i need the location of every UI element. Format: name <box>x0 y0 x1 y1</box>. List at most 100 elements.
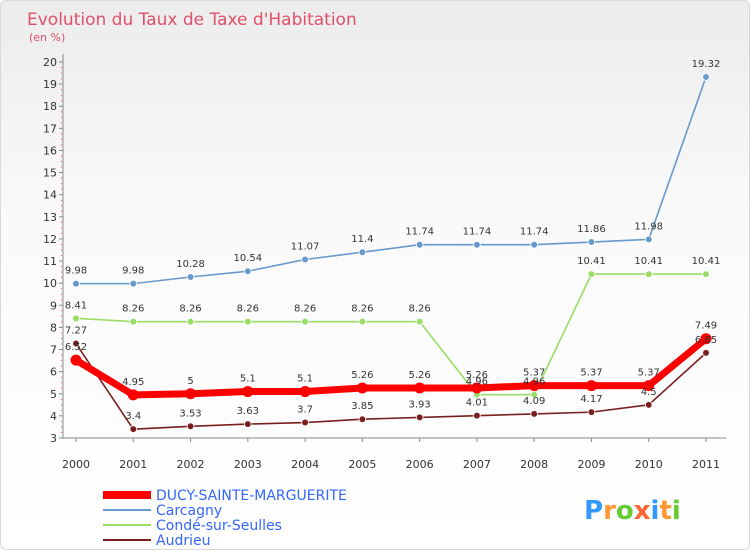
data-label: 10.41 <box>634 256 663 267</box>
logo-letter: i <box>651 496 660 526</box>
data-label: 3.85 <box>351 401 373 412</box>
proxiti-logo: Proxiti <box>584 496 681 526</box>
data-label: 9.98 <box>122 266 144 277</box>
legend-label: Audrieu <box>156 533 210 549</box>
data-point <box>644 270 653 278</box>
y-tick-label: 11 <box>43 255 57 268</box>
data-point <box>242 386 254 398</box>
data-label: 5.26 <box>351 370 373 381</box>
data-point <box>530 390 538 399</box>
data-label: 10.41 <box>692 256 721 267</box>
data-label: 8.26 <box>351 304 373 315</box>
data-point <box>587 408 596 416</box>
data-point <box>244 317 252 326</box>
data-label: 11.98 <box>634 221 663 232</box>
data-label: 3.7 <box>297 405 313 416</box>
data-label: 11.07 <box>291 242 320 253</box>
data-label: 3.53 <box>179 408 201 419</box>
data-label: 5 <box>187 376 193 387</box>
data-point <box>72 279 80 288</box>
data-label: 9.98 <box>65 266 87 277</box>
data-label: 5.37 <box>638 368 660 379</box>
y-tick-label: 20 <box>43 56 57 69</box>
data-label: 5.1 <box>297 374 313 385</box>
data-label: 6.85 <box>695 335 717 346</box>
data-point <box>358 317 367 326</box>
x-tick-label: 2004 <box>291 458 319 471</box>
data-point <box>186 422 195 431</box>
data-point <box>301 317 309 326</box>
data-label: 8.26 <box>179 304 201 315</box>
data-point <box>70 354 82 366</box>
data-label: 5.26 <box>466 370 488 381</box>
y-tick-label: 5 <box>50 388 57 401</box>
data-point <box>644 235 653 244</box>
y-tick-label: 19 <box>43 78 57 91</box>
data-point <box>415 240 424 249</box>
data-label: 8.26 <box>409 304 431 315</box>
data-point <box>356 382 368 394</box>
data-label: 4.09 <box>523 396 545 407</box>
data-label: 10.54 <box>233 253 262 264</box>
data-point <box>301 255 309 264</box>
x-tick-label: 2009 <box>577 458 605 471</box>
data-label: 8.26 <box>122 304 144 315</box>
series-line <box>75 76 707 285</box>
series-layer <box>70 73 712 433</box>
data-label: 7.27 <box>65 326 87 337</box>
x-tick-label: 2008 <box>520 458 548 471</box>
data-point <box>244 267 252 276</box>
data-point <box>585 380 597 392</box>
y-tick-label: 6 <box>50 366 57 379</box>
data-point <box>530 240 538 249</box>
logo-letter: x <box>634 496 651 526</box>
data-label: 8.41 <box>65 300 87 311</box>
data-point <box>129 425 138 433</box>
logo-letter: P <box>584 496 603 526</box>
y-tick-label: 10 <box>43 277 57 290</box>
y-tick-label: 7 <box>50 344 57 357</box>
data-point <box>587 238 596 246</box>
data-point <box>127 389 139 401</box>
data-label: 5.26 <box>409 370 431 381</box>
x-tick-label: 2000 <box>62 458 90 471</box>
data-label: 5.37 <box>523 368 545 379</box>
y-tick-label: 18 <box>43 100 57 113</box>
data-point <box>587 270 596 278</box>
data-point <box>415 413 424 422</box>
data-label: 10.41 <box>577 256 606 267</box>
x-tick-label: 2007 <box>463 458 491 471</box>
series-line <box>75 273 707 396</box>
legend: DUCY-SAINTE-MARGUERITECarcagnyCondé-sur-… <box>103 488 347 549</box>
logo-letter: o <box>616 496 634 526</box>
data-point <box>129 317 138 326</box>
series-line <box>75 342 707 430</box>
data-labels: 7.27 3.4 3.53 3.63 3.7 3.85 3.93 4.01 4.09 4.17 4.… <box>65 59 720 422</box>
y-tick-label: 9 <box>50 299 57 312</box>
logo-text: Proxiti <box>584 496 681 526</box>
x-tick-label: 2005 <box>348 458 376 471</box>
data-label: 19.32 <box>692 59 721 70</box>
data-label: 5.1 <box>240 374 256 385</box>
data-point <box>129 279 138 288</box>
data-label: 3.4 <box>125 411 141 422</box>
data-point <box>72 339 80 348</box>
chart-title: Evolution du Taux de Taxe d'Habitation <box>27 10 357 30</box>
data-point <box>415 317 424 326</box>
data-label: 4.96 <box>466 377 488 388</box>
data-label: 11.74 <box>463 227 492 238</box>
data-point <box>643 380 655 392</box>
x-tick-label: 2010 <box>635 458 663 471</box>
data-point <box>702 349 710 357</box>
x-tick-label: 2006 <box>406 458 434 471</box>
data-point <box>186 317 195 326</box>
data-label: 5.37 <box>580 368 602 379</box>
data-label: 11.86 <box>577 224 606 235</box>
y-tick-label: 17 <box>43 122 57 135</box>
axes: 3 4 5 6 7 8 9 10 11 12 13 14 15 16 17 18 19 20 2000 2001 200… <box>43 54 726 471</box>
data-point <box>702 73 710 81</box>
data-label: 3.93 <box>409 399 431 410</box>
data-label: 11.74 <box>405 227 434 238</box>
